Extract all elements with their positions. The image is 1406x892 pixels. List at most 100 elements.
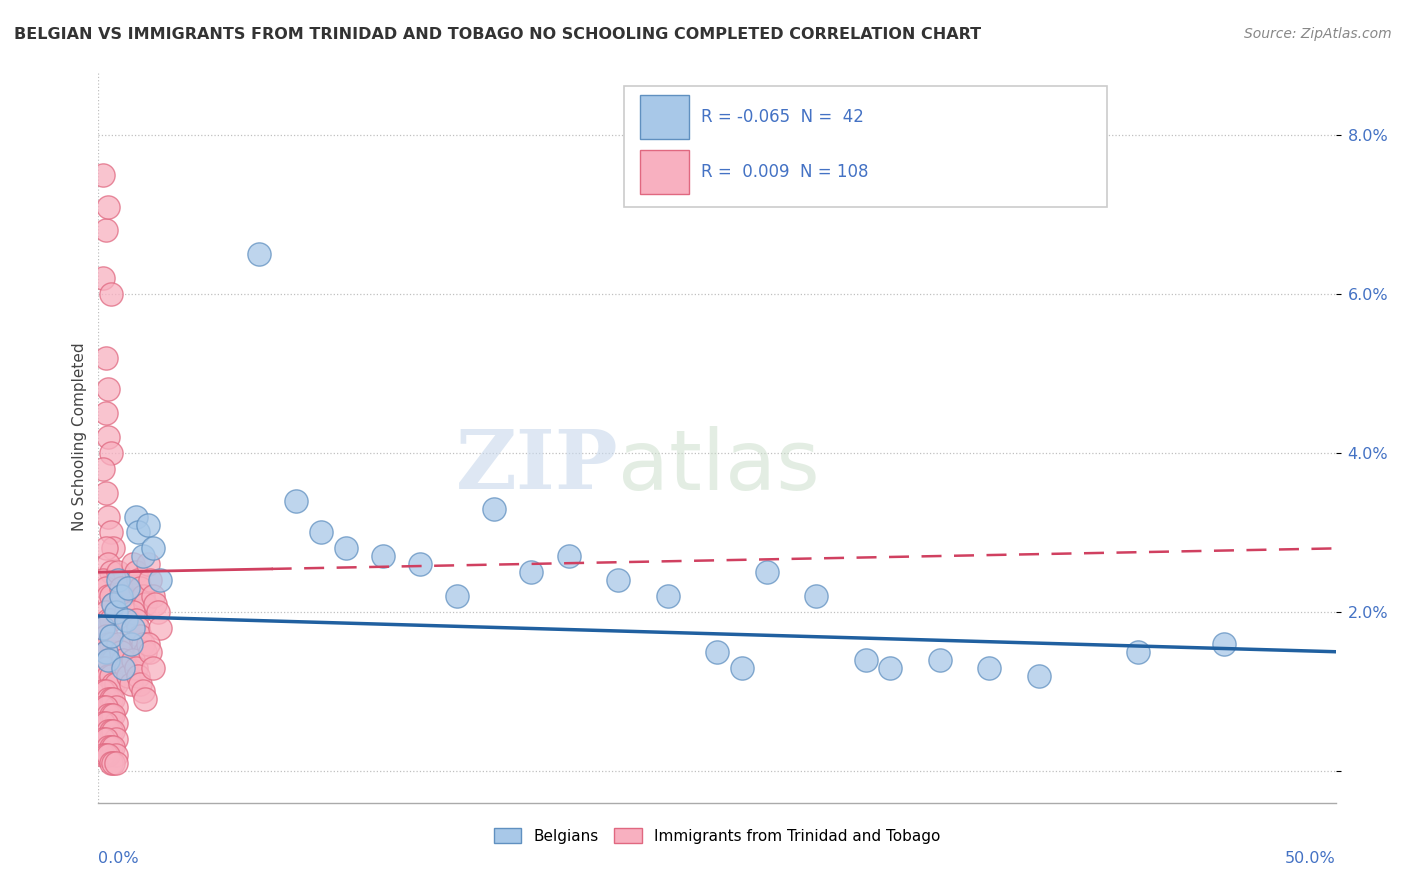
Point [371,549,394,564]
Point [103,541,125,556]
Point [124,566,146,580]
Point [103,653,125,667]
Point [100,566,122,580]
Point [97,724,120,739]
Point [100,653,122,667]
Point [93,621,115,635]
Point [285,493,308,508]
Point [103,708,125,723]
Point [557,549,579,564]
Point [104,605,127,619]
Point [149,573,172,587]
Point [114,660,136,674]
Point [134,645,156,659]
Point [100,446,122,460]
Point [107,637,129,651]
Point [110,589,132,603]
Point [979,660,1001,674]
Point [139,645,162,659]
Point [104,676,127,690]
Point [104,716,127,731]
Point [97,509,120,524]
Point [100,613,122,627]
Point [309,525,332,540]
Point [120,676,142,690]
Point [120,629,142,643]
Point [104,748,127,763]
Point [97,383,120,397]
FancyBboxPatch shape [624,86,1107,207]
Point [134,692,156,706]
Point [117,613,139,627]
Point [93,573,115,587]
Point [97,668,120,682]
Point [103,740,125,755]
Point [132,684,155,698]
Point [1126,645,1149,659]
Point [103,645,125,659]
Point [94,684,117,698]
Point [136,517,159,532]
Point [132,637,155,651]
Point [97,200,120,214]
Point [124,509,146,524]
Point [97,558,120,572]
Point [136,637,159,651]
Point [139,573,162,587]
Point [97,692,120,706]
Point [520,566,543,580]
Point [247,247,270,261]
Point [142,660,165,674]
Point [100,668,122,682]
Point [94,223,117,237]
Point [1213,637,1236,651]
Point [93,271,115,285]
Point [132,549,155,564]
Point [122,558,145,572]
Point [103,724,125,739]
Point [100,629,122,643]
Point [93,716,115,731]
Point [122,653,145,667]
Point [100,287,122,301]
Point [129,581,152,595]
Point [93,168,115,182]
Point [143,597,166,611]
Point [146,605,169,619]
Point [100,724,122,739]
Text: Source: ZipAtlas.com: Source: ZipAtlas.com [1244,27,1392,41]
Point [94,485,117,500]
Text: 50.0%: 50.0% [1285,850,1336,865]
Point [97,430,120,444]
Point [97,748,120,763]
Point [127,668,149,682]
Point [110,581,132,595]
Point [103,692,125,706]
Point [142,541,165,556]
Point [117,581,139,595]
Point [93,748,115,763]
Point [112,589,135,603]
Point [134,597,156,611]
Point [100,740,122,755]
Point [112,660,135,674]
Point [93,732,115,747]
Point [100,708,122,723]
Point [94,700,117,714]
Point [103,676,125,690]
Point [94,645,117,659]
Point [100,692,122,706]
Point [94,605,117,619]
Point [94,660,117,674]
Text: R = -0.065  N =  42: R = -0.065 N = 42 [702,109,863,127]
Point [103,597,125,611]
Point [94,406,117,420]
Point [97,740,120,755]
Point [127,573,149,587]
FancyBboxPatch shape [640,151,689,194]
Point [731,660,754,674]
Point [120,637,142,651]
Point [97,653,120,667]
Point [1028,668,1050,682]
Point [127,525,149,540]
